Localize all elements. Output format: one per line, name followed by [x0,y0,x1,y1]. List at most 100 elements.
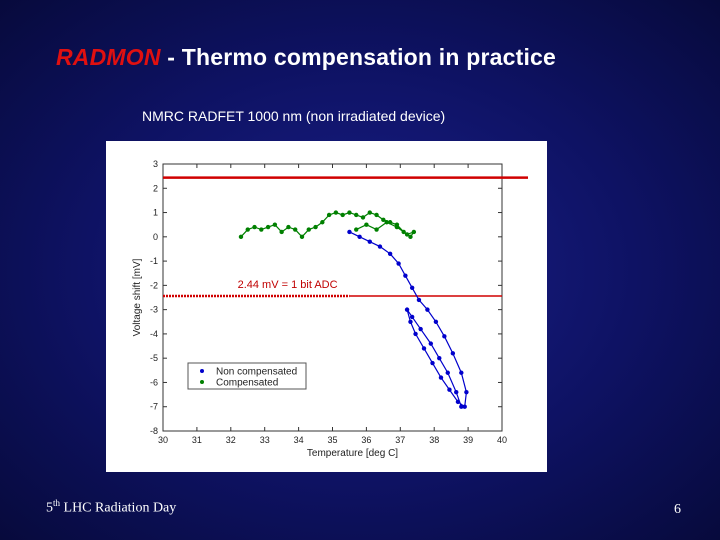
x-tick-label: 34 [294,435,304,445]
data-point [464,389,469,395]
data-point [360,215,366,220]
adc-annotation: 2.44 mV = 1 bit ADC [238,279,338,291]
x-tick-label: 33 [260,435,270,445]
chart-subtitle: NMRC RADFET 1000 nm (non irradiated devi… [142,108,446,124]
x-tick-label: 36 [361,435,371,445]
x-tick-label: 37 [395,435,405,445]
data-point [374,212,379,218]
data-point [409,285,415,290]
data-point [425,307,430,312]
data-point [259,227,264,232]
data-point [377,244,383,249]
data-point [367,210,372,215]
data-point [430,360,435,366]
data-point [245,227,250,232]
data-point [387,220,393,225]
legend-marker [200,369,204,373]
data-point [411,229,417,235]
x-tick-label: 35 [327,435,337,445]
data-point [408,234,413,240]
data-point [333,210,339,215]
y-tick-label: -3 [150,305,158,315]
chart-svg: 30 31 32 33 34 35 36 37 38 39 403210-1-2-3-4-5-6-7… [132,159,528,459]
data-point [413,331,418,337]
data-point [437,355,442,361]
data-point [367,239,372,244]
y-tick-label: 3 [153,159,158,169]
y-tick-label: 1 [153,208,158,218]
data-point [286,224,291,230]
data-point [293,227,298,232]
data-point [421,346,427,351]
data-point [340,212,345,218]
footer-event: 5th LHC Radiation Day [46,498,176,517]
y-tick-label: 2 [153,183,158,193]
legend-box [187,362,307,390]
y-tick-label: -5 [150,353,158,363]
y-axis-label: Voltage shift [mV] [132,258,143,336]
y-tick-label: -1 [150,256,158,266]
data-point [447,387,452,392]
footer-text: LHC Radiation Day [60,500,177,516]
data-point [265,224,271,230]
data-point [438,375,444,380]
data-point [357,234,362,240]
y-tick-label: -8 [150,426,158,436]
footer-num: 5 [46,500,53,516]
data-point [354,227,359,232]
data-point [404,307,410,312]
y-tick-label: -7 [150,402,158,412]
legend-marker [200,380,204,384]
data-point [299,234,305,240]
data-point [442,334,447,339]
data-point [396,261,401,266]
data-point [381,217,386,223]
chart-panel: 30 31 32 33 34 35 36 37 38 39 40 3 2 1 0 -1 -2 -3 -4 -5 -6 -7… [106,141,547,472]
y-tick-label: -6 [150,377,158,387]
footer-sup: th [53,498,61,508]
legend-label: Compensated [216,378,278,389]
title-accent: RADMON [56,44,161,70]
x-tick-label: 40 [497,435,507,445]
data-point [459,404,464,409]
data-point [433,319,439,324]
data-point [238,234,244,240]
data-point [364,222,369,227]
data-point [459,370,464,375]
y-tick-label: 0 [153,232,158,242]
data-point [306,227,311,232]
data-point [404,232,410,237]
data-point [374,227,379,232]
data-point [454,389,459,395]
data-point [401,229,406,235]
data-point [445,370,450,375]
slide-title: RADMON - Thermo compensation in practice [56,44,556,71]
data-point [272,222,278,227]
page-number: 6 [674,502,681,517]
data-point [347,229,352,235]
data-point [279,229,284,235]
data-point [416,297,422,303]
data-point [354,212,359,218]
legend-label: Non compensated [216,367,297,378]
data-point [409,314,415,320]
data-point [252,224,257,230]
data-point [403,273,408,278]
data-point [326,212,332,218]
data-point [347,210,352,215]
data-point [428,341,434,346]
data-point [455,399,461,405]
series-compensated [238,210,417,240]
data-point [313,224,318,230]
x-tick-label: 39 [463,435,473,445]
title-rest: - Thermo compensation in practice [160,44,557,70]
data-point [394,224,400,230]
data-point [387,251,393,257]
data-point [450,351,456,356]
data-point [320,220,325,225]
x-tick-label: 32 [226,435,236,445]
data-point [384,220,389,225]
data-point [462,404,467,409]
y-tick-label: -4 [150,329,158,339]
y-tick-label: -2 [150,280,158,290]
